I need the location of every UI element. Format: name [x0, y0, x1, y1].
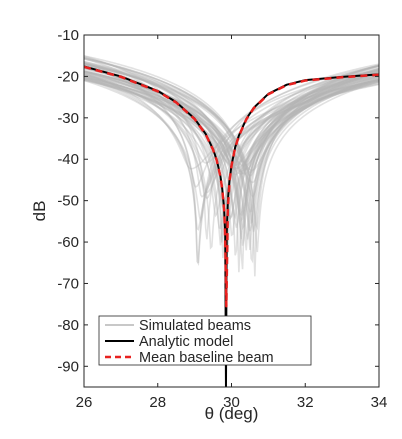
simulated-beam-line	[84, 72, 379, 250]
x-axis-title: θ (deg)	[205, 404, 259, 423]
simulated-beam-line	[84, 71, 379, 213]
y-tick-label-1: -80	[57, 317, 79, 334]
legend-label-mean-baseline: Mean baseline beam	[139, 350, 274, 366]
simulated-beam-line	[84, 63, 379, 231]
simulated-beam-line	[84, 64, 379, 273]
simulated-beam-line	[84, 70, 379, 172]
simulated-beam-line	[84, 67, 379, 228]
simulated-beam-line	[84, 63, 379, 198]
simulated-beam-line	[84, 73, 379, 200]
y-tick-label-2: -70	[57, 275, 79, 292]
simulated-beam-line	[84, 60, 379, 277]
axis-ticks: 26 28 30 32 34 -90 -80 -70 -60 -50 -40 -30 -20 -10	[57, 27, 387, 411]
y-tick-label-7: -20	[57, 68, 79, 85]
simulated-beam-line	[84, 62, 379, 188]
legend-box	[98, 315, 312, 366]
simulated-beam-line	[84, 57, 379, 198]
simulated-beam-line	[84, 64, 379, 164]
legend-label-analytic: Analytic model	[139, 334, 233, 350]
legend-label-simulated: Simulated beams	[139, 318, 251, 334]
simulated-beam-line	[84, 77, 379, 264]
y-tick-label-8: -10	[57, 27, 79, 44]
simulated-beam-line	[84, 70, 379, 264]
simulated-beam-line	[84, 72, 379, 170]
simulated-beam-line	[84, 55, 379, 177]
y-tick-label-4: -50	[57, 193, 79, 210]
simulated-beam-line	[84, 62, 379, 232]
simulated-beam-line	[84, 57, 379, 171]
simulated-beam-line	[84, 65, 379, 251]
y-axis-title: dB	[30, 201, 49, 222]
mean-baseline-beam-line	[84, 65, 379, 308]
y-tick-label-0: -90	[57, 358, 79, 375]
simulated-beam-line	[84, 69, 379, 221]
simulated-beam-line	[84, 69, 379, 251]
simulated-beam-line	[84, 71, 379, 237]
simulated-beam-line	[84, 75, 379, 240]
y-tick-label-5: -40	[57, 151, 79, 168]
simulated-beam-line	[84, 78, 379, 230]
simulated-beam-line	[84, 72, 379, 194]
simulated-beam-line	[84, 65, 379, 164]
simulated-beams-series	[84, 55, 379, 277]
x-tick-label-2: 30	[223, 394, 240, 411]
simulated-beam-line	[84, 73, 379, 184]
simulated-beam-line	[84, 56, 379, 243]
simulated-beam-line	[84, 75, 379, 231]
simulated-beam-line	[84, 71, 379, 259]
x-tick-label-4: 34	[371, 394, 388, 411]
simulated-beam-line	[84, 62, 379, 217]
simulated-beam-line	[84, 73, 379, 232]
simulated-beam-line	[84, 57, 379, 174]
simulated-beam-line	[84, 58, 379, 224]
x-tick-label-0: 26	[76, 394, 93, 411]
y-tick-label-3: -60	[57, 234, 79, 251]
simulated-beam-line	[84, 66, 379, 175]
simulated-beam-line	[84, 55, 379, 240]
legend: Simulated beams Analytic model Mean base…	[98, 315, 312, 366]
simulated-beam-line	[84, 64, 379, 253]
model-series-layer	[84, 65, 379, 387]
simulated-beam-line	[84, 63, 379, 258]
simulated-beam-line	[84, 60, 379, 221]
y-tick-label-6: -30	[57, 110, 79, 127]
x-tick-label-1: 28	[149, 394, 166, 411]
x-tick-label-3: 32	[297, 394, 314, 411]
simulated-beam-line	[84, 64, 379, 266]
